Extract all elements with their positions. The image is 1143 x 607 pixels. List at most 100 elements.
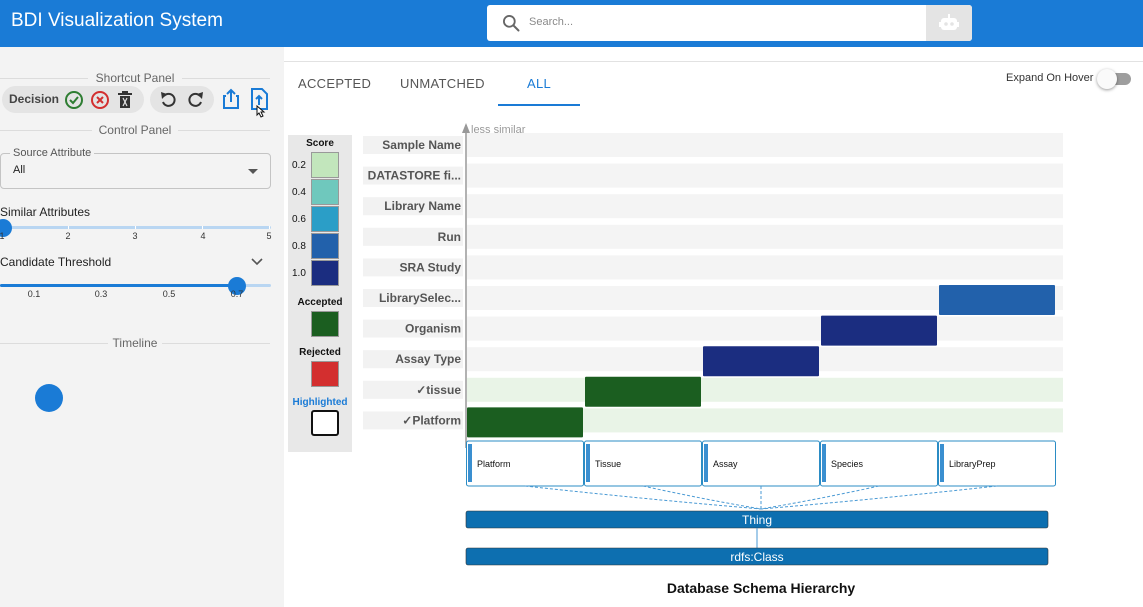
score-level-label: 0.6 [292,214,306,225]
export-file-icon[interactable] [249,88,271,118]
tick-label: 3 [132,231,138,241]
tick-label: 5 [266,231,272,241]
column-label: Species [831,459,864,469]
tick-label: 1 [0,231,5,241]
row-label: LibrarySelec... [379,291,461,305]
score-level-label: 1.0 [292,268,306,279]
redo-icon[interactable] [185,90,205,110]
x-circle-icon[interactable] [90,90,110,110]
heatmap-cell[interactable] [703,346,819,377]
divider [0,130,92,131]
score-level-swatch [311,260,339,286]
column-accent [468,444,472,482]
trash-icon[interactable] [116,90,134,110]
score-level-swatch [311,152,339,178]
similar-attributes-label: Similar Attributes [0,205,91,219]
column-accent [940,444,944,482]
search-bar[interactable]: Search... [487,5,972,41]
hierarchy-connector [760,485,880,510]
highlighted-swatch [311,410,339,436]
source-attribute-select[interactable]: Source Attribute All [0,147,271,189]
heatmap-cell[interactable] [939,285,1055,315]
similar-attributes-thumb[interactable] [0,219,12,237]
score-legend-title: Score [306,138,334,149]
divider [162,343,270,344]
candidate-threshold-track [0,284,237,287]
left-panel: Shortcut Panel Decision [0,47,284,607]
row-label-bg [363,380,463,399]
row-label-bg [363,289,463,307]
hierarchy-connector [524,485,762,510]
row-label-bg [363,166,463,185]
active-tab-indicator [498,104,580,106]
divider [178,130,270,131]
tick-label: 2 [65,231,71,241]
search-icon [503,15,520,32]
row-label: SRA Study [399,260,461,274]
hierarchy-class [465,547,1049,566]
score-level-label: 0.4 [292,187,306,198]
search-input[interactable]: Search... [529,16,574,28]
row-label-bg [363,411,463,430]
heatmap-cell[interactable] [467,407,583,438]
accepted-legend-title: Accepted [297,297,343,308]
row-label-bg [363,350,463,369]
tick-label: 0.1 [27,289,41,299]
tick-label: 0.5 [162,289,176,299]
control-panel-title: Control Panel [98,123,172,137]
hierarchy-connector [760,485,998,510]
score-level-swatch [311,179,339,205]
decision-group: Decision [2,86,144,113]
legend-panel: Score 0.2 0.4 0.6 0.8 1.0 Accepted Rejected … [288,135,352,452]
undo-icon[interactable] [159,90,179,110]
tab-accepted[interactable]: ACCEPTED [298,76,372,91]
similar-attributes-slider[interactable] [3,226,271,229]
row-label: ✓Platform [402,413,461,427]
app-header: BDI Visualization System Search... [0,0,1143,47]
row-label: ✓tissue [416,383,461,397]
rejected-swatch [311,361,339,387]
robot-icon [939,14,959,30]
slider-tick [202,226,203,229]
heatmap-cell[interactable] [821,315,937,346]
row-label: Run [438,230,461,244]
shortcut-panel-title: Shortcut Panel [95,71,175,85]
row-background [467,255,1063,280]
chevron-down-icon[interactable] [251,258,263,266]
tick-label: 0.7 [230,289,244,299]
toggle-thumb[interactable] [1097,69,1117,89]
heatmap-cell[interactable] [585,376,701,407]
candidate-threshold-label: Candidate Threshold [0,255,112,269]
highlighted-legend-title: Highlighted [292,397,348,408]
hierarchy-connector [642,485,762,510]
check-circle-icon[interactable] [64,90,84,110]
column-accent [704,444,708,482]
column-label: Assay [713,459,738,469]
row-background [467,224,1063,249]
divider [0,78,88,79]
row-label: Organism [405,322,461,336]
score-level-swatch [311,206,339,232]
assistant-button[interactable] [926,5,972,41]
row-label-bg [363,136,463,154]
row-label-bg [363,319,463,338]
tab-unmatched[interactable]: UNMATCHED [400,76,485,91]
row-label: DATASTORE fi... [368,169,461,183]
tick-label: 0.3 [94,289,108,299]
column-label: Tissue [595,459,621,469]
accepted-swatch [311,311,339,337]
row-background [467,377,1063,402]
decision-label: Decision [9,92,60,106]
expand-on-hover-label: Expand On Hover [1006,72,1094,84]
row-background [467,316,1063,341]
axis-arrow [462,123,470,133]
row-label-bg [363,197,463,216]
column-label: LibraryPrep [949,459,996,469]
candidate-threshold-thumb[interactable] [228,277,246,295]
column-label: Platform [477,459,511,469]
timeline-node[interactable] [35,384,63,412]
tab-all[interactable]: ALL [527,76,552,91]
tick-label: 4 [200,231,206,241]
share-icon[interactable] [221,88,241,110]
